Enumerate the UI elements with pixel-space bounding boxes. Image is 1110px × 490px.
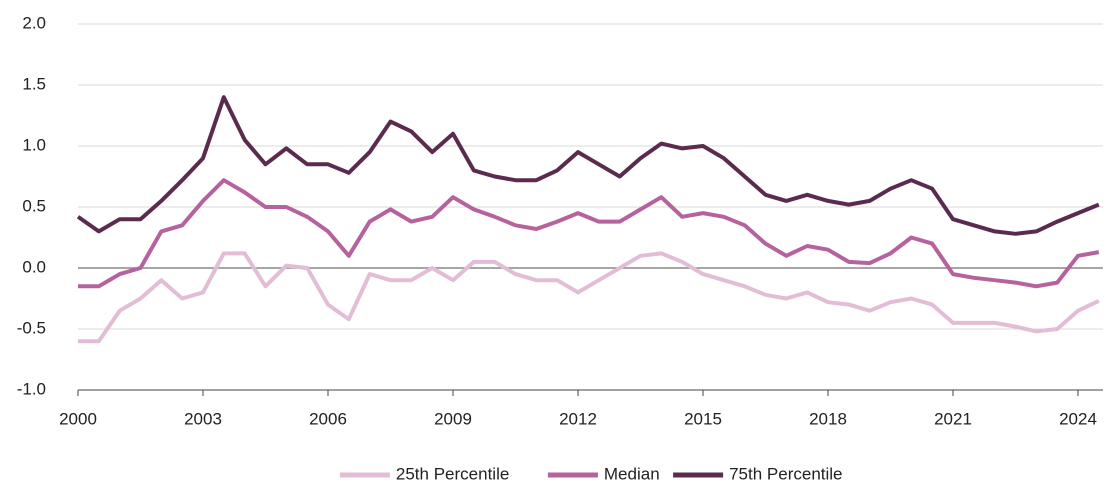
legend-label: 75th Percentile <box>729 464 842 483</box>
x-tick-label: 2021 <box>934 409 972 428</box>
x-tick-label: 2024 <box>1059 409 1097 428</box>
y-tick-label: 0.0 <box>22 257 46 276</box>
x-tick-label: 2003 <box>184 409 222 428</box>
x-tick-label: 2000 <box>59 409 97 428</box>
x-tick-label: 2012 <box>559 409 597 428</box>
y-tick-label: 0.5 <box>22 196 46 215</box>
legend-label: 25th Percentile <box>396 464 509 483</box>
x-tick-label: 2018 <box>809 409 847 428</box>
series-line <box>78 251 1100 344</box>
y-tick-label: -1.0 <box>17 379 46 398</box>
series-line <box>76 95 1100 236</box>
y-tick-label: 1.5 <box>22 74 46 93</box>
x-tick-label: 2006 <box>309 409 347 428</box>
x-tick-label: 2015 <box>684 409 722 428</box>
y-tick-label: 2.0 <box>22 13 46 32</box>
legend-label: Median <box>604 464 660 483</box>
series-line <box>78 178 1100 289</box>
y-tick-label: -0.5 <box>17 318 46 337</box>
y-tick-label: 1.0 <box>22 135 46 154</box>
x-tick-label: 2009 <box>434 409 472 428</box>
